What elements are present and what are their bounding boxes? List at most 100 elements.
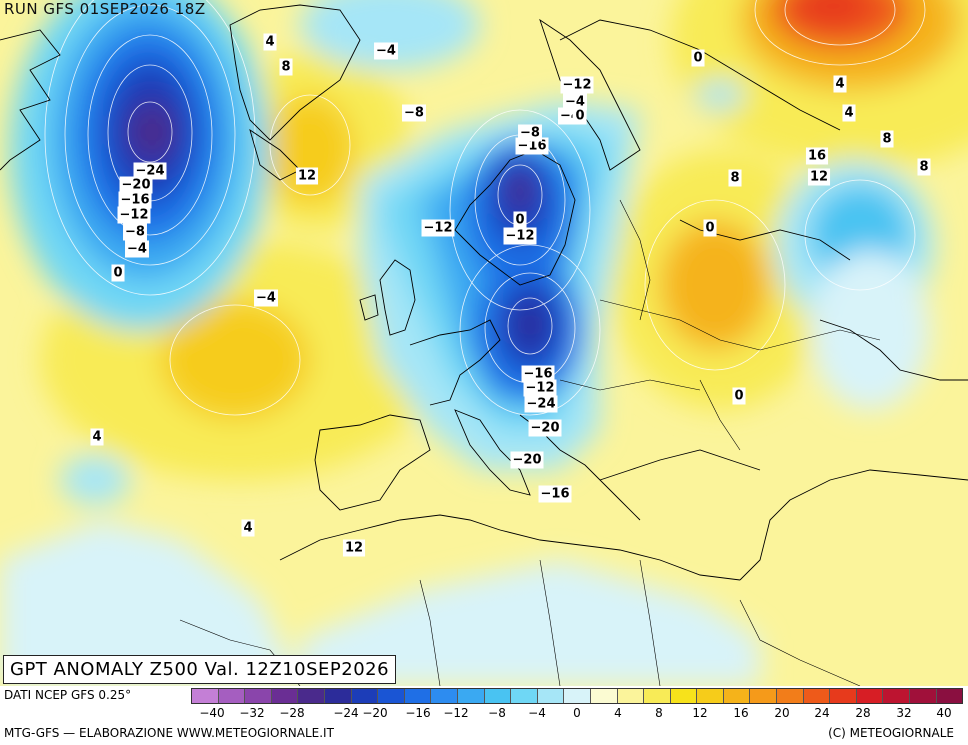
contour-label-bg	[342, 539, 366, 557]
legend-tick-label: 16	[733, 706, 749, 720]
legend-tick-label: −28	[279, 706, 305, 720]
legend-swatch	[617, 689, 645, 703]
contour-label-bg	[521, 365, 555, 383]
contour-label-bg	[421, 219, 455, 237]
contour-label-bg	[524, 395, 558, 413]
legend-swatch	[883, 689, 911, 703]
legend-swatch	[457, 689, 485, 703]
contour-labels: −24−20−16−12−8−404812−4−12−16−8−40−12−16…	[90, 33, 931, 557]
contour-label: 0	[705, 221, 714, 236]
legend-ticks: −40 −32 −28 −24 −20 −16 −12 −8 −4 0 4 8 12 16 20 24 28 32…	[0, 706, 968, 720]
legend-swatch	[511, 689, 538, 703]
contour-label-bg	[807, 168, 831, 186]
legend-tick-label: −4	[528, 706, 546, 720]
contour-label-bg	[515, 137, 549, 155]
contour-label: −20	[122, 178, 151, 193]
legend-swatch	[564, 689, 591, 703]
legend-swatch	[856, 689, 884, 703]
contour-label: 4	[243, 521, 252, 536]
legend-tick-label: −20	[362, 706, 388, 720]
legend-tick-label: 40	[936, 706, 952, 720]
contour-label-bg	[123, 223, 147, 241]
contour-label: 0	[734, 389, 743, 404]
contour-label-bg	[133, 162, 167, 180]
legend-tick-label: 24	[814, 706, 830, 720]
legend-swatch	[590, 689, 618, 703]
contour-label-bg	[263, 33, 277, 51]
contour-label-bg	[513, 211, 527, 229]
contour-label: 0	[575, 109, 584, 124]
contour-label-bg	[125, 240, 149, 258]
legend-swatch	[404, 689, 432, 703]
legend-tick-label: −12	[443, 706, 469, 720]
map-title: GPT ANOMALY Z500 Val. 12Z10SEP2026	[3, 655, 397, 684]
legend-swatch	[271, 689, 299, 703]
contour-label-bg	[279, 58, 293, 76]
legend-tick-label: 0	[573, 706, 581, 720]
legend-swatch	[644, 689, 671, 703]
legend-tick-label: 12	[692, 706, 708, 720]
credit-line: MTG-GFS — ELABORAZIONE WWW.METEOGIORNALE…	[4, 726, 334, 740]
legend-tick-label: −24	[333, 706, 359, 720]
legend-tick-label: 32	[896, 706, 912, 720]
contour-label: −16	[518, 139, 547, 154]
legend-swatch	[218, 689, 246, 703]
legend-swatch	[378, 689, 405, 703]
contour-label: −12	[563, 78, 592, 93]
contour-label-bg	[842, 104, 856, 122]
copyright: (C) METEOGIORNALE	[828, 726, 954, 740]
contour-label: 4	[835, 77, 844, 92]
contour-label-bg	[241, 519, 255, 537]
run-label: RUN GFS 01SEP2026 18Z	[4, 0, 206, 18]
contour-label-bg	[374, 42, 398, 60]
legend-tick-label: −40	[199, 706, 225, 720]
contour-label: −20	[513, 453, 542, 468]
contour-label: −8	[404, 106, 424, 121]
contour-label-bg	[563, 93, 587, 111]
contour-label: −24	[136, 164, 165, 179]
contour-label-bg	[254, 289, 278, 307]
contour-label-bg	[295, 167, 319, 185]
contour-label-bg	[880, 130, 894, 148]
contour-label-bg	[503, 227, 537, 245]
contour-label-bg	[518, 124, 542, 142]
contour-label-bg	[560, 76, 594, 94]
contour-label-bg	[691, 49, 705, 67]
contour-label: −12	[120, 208, 149, 223]
contour-label-bg	[118, 191, 152, 209]
legend-swatch	[324, 689, 352, 703]
contour-label: 8	[919, 160, 928, 175]
legend-swatch	[803, 689, 831, 703]
legend-swatch	[351, 689, 379, 703]
contour-label: −4	[256, 291, 276, 306]
contour-label: −4	[565, 95, 585, 110]
contour-label: 0	[515, 213, 524, 228]
anomaly-map: −24−20−16−12−8−404812−4−12−16−8−40−12−16…	[0, 0, 968, 686]
legend-swatch	[777, 689, 804, 703]
contour-label-bg	[523, 379, 557, 397]
legend-swatch	[192, 689, 219, 703]
legend-swatch	[484, 689, 512, 703]
contour-label-bg	[111, 264, 125, 282]
legend-swatch	[431, 689, 458, 703]
contour-label: −20	[531, 421, 560, 436]
contour-label: −4	[127, 242, 147, 257]
legend-swatch	[697, 689, 724, 703]
legend-swatch	[537, 689, 565, 703]
legend-swatch	[245, 689, 272, 703]
contour-label: −12	[424, 221, 453, 236]
legend-tick-label: 20	[774, 706, 790, 720]
legend-swatch	[670, 689, 698, 703]
legend-swatch	[830, 689, 857, 703]
contour-label-bg	[528, 419, 562, 437]
legend-tick-label: −32	[239, 706, 265, 720]
contour-label-bg	[573, 107, 587, 125]
legend-tick-label: 28	[855, 706, 871, 720]
contour-label: −24	[527, 397, 556, 412]
contour-label: 8	[730, 171, 739, 186]
contour-label-bg	[703, 219, 717, 237]
contour-label: 4	[92, 430, 101, 445]
contour-label-bg	[90, 428, 104, 446]
contour-label: 8	[882, 132, 891, 147]
legend-swatch	[910, 689, 937, 703]
